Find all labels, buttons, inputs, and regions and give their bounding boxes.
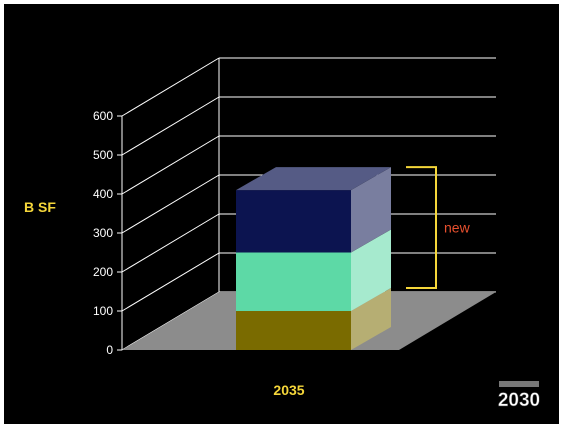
- bar-segment-side-2: [351, 167, 391, 253]
- x-axis-category-label: 2035: [273, 382, 304, 398]
- grid-line-side: [121, 57, 220, 117]
- bar-segment-side-1: [351, 229, 391, 311]
- bar-segment-front-0: [236, 311, 351, 350]
- logo-text: 2030: [498, 390, 540, 411]
- y-tick-label: 0: [106, 343, 113, 357]
- y-axis-label: B SF: [24, 199, 56, 215]
- logo-2030: 2030: [498, 381, 540, 411]
- grid-line-side: [121, 135, 220, 195]
- chart-bars: [236, 167, 391, 350]
- y-tick-label: 600: [93, 109, 113, 123]
- grid-line-side: [121, 96, 220, 156]
- bar-segment-side-0: [351, 288, 391, 350]
- chart-annotation: new: [406, 166, 471, 289]
- y-tick-label: 100: [93, 304, 113, 318]
- logo-top-bar: [499, 381, 539, 387]
- grid-line-side: [121, 213, 220, 273]
- y-tick-label: 300: [93, 226, 113, 240]
- annotation-bracket: [406, 166, 437, 289]
- grid-line-side: [121, 174, 220, 234]
- y-tick-label: 200: [93, 265, 113, 279]
- bar-segment-top-2: [236, 167, 391, 191]
- y-tick-label: 400: [93, 187, 113, 201]
- stacked-bar-chart-3d: 0 100 200 300 400 500 600 new B SF 2035 2030: [24, 57, 540, 411]
- grid-line-side: [121, 252, 220, 312]
- y-axis-ticks: 0 100 200 300 400 500 600: [93, 109, 122, 357]
- bar-segment-front-1: [236, 252, 351, 311]
- annotation-label-new: new: [444, 220, 471, 236]
- bar-segment-front-2: [236, 190, 351, 253]
- slide: 0 100 200 300 400 500 600 new B SF 2035 2030: [4, 4, 559, 424]
- y-tick-label: 500: [93, 148, 113, 162]
